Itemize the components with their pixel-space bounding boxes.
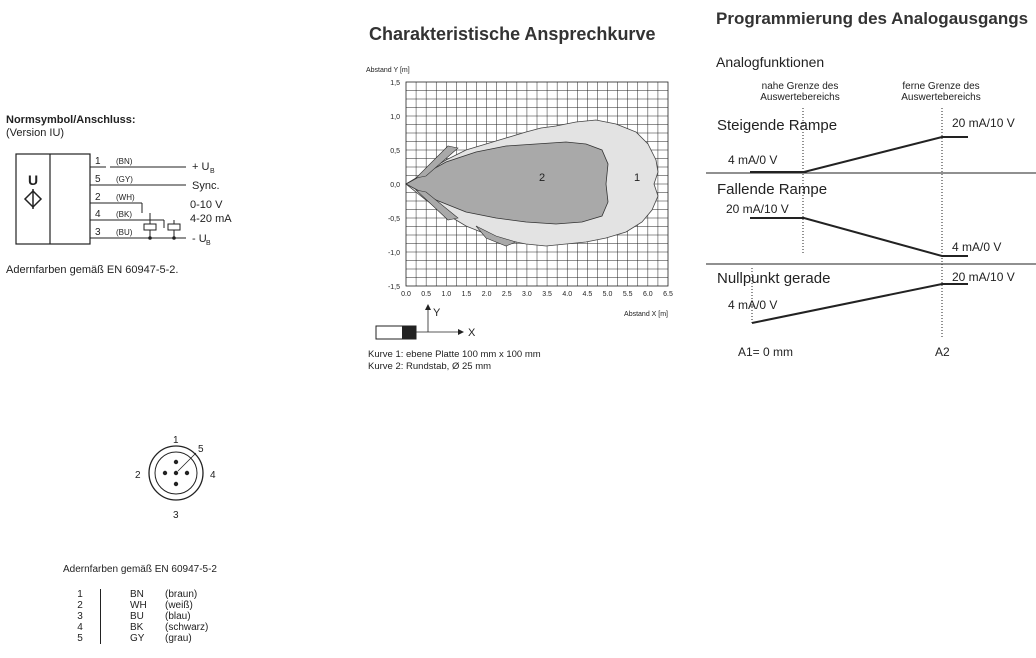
wire-code: (GY) [116,175,133,184]
x-tick-label: 0.0 [401,291,411,298]
row-high: 20 mA/10 V [952,270,1015,284]
x-tick-label: 5.5 [623,291,633,298]
wire-num: 1 [95,156,101,167]
x-tick-label: 3.5 [542,291,552,298]
y-tick-label: 1,0 [390,114,400,121]
row-low: 4 mA/0 V [952,240,1001,254]
x-axis-label: Abstand X [m] [624,311,668,318]
y-tick-label: -1,5 [388,284,400,291]
curve-label: 1 [634,172,640,184]
axis-y-letter: Y [433,307,441,319]
y-tick-label: 0,5 [390,148,400,155]
table-row: 3 BU (blau) [77,611,191,622]
side-lobe-upper [415,145,459,179]
side-lobe-lower [415,189,459,221]
colors-note: Adernfarben gemäß EN 60947-5-2. [6,264,179,276]
connector-pin-label: 4 [210,470,216,481]
curve-2-area [405,141,609,225]
y-axis-label: Abstand Y [m] [366,67,410,74]
x-tick-label: 1.0 [441,291,451,298]
wire-signal: - U [192,233,207,245]
wire-signal-sub: B [210,168,215,175]
wire-code: (BU) [116,228,133,237]
x-tick-label: 1.5 [462,291,472,298]
symbol-title: Normsymbol/Anschluss: [6,114,136,126]
wire-num: 4 [95,209,101,220]
symbol-version: (Version IU) [6,127,65,139]
connector-pin-label: 5 [198,444,204,455]
a2-label: A2 [935,345,950,359]
x-tick-label: 2.0 [482,291,492,298]
wire-signal: Sync. [192,180,220,192]
row-name: Nullpunkt gerade [717,270,830,287]
curve-label: 2 [539,172,545,184]
sensor-orientation-icon [375,304,464,340]
symbol-letter: U [28,172,38,188]
row-name: Fallende Rampe [717,181,827,198]
connector-pin-label: 3 [173,510,179,521]
wire-num: 5 [95,174,101,185]
wire-signal: 0-10 V [190,199,223,211]
a1-label: A1= 0 mm [738,345,793,359]
wire-code: (BN) [116,157,133,166]
x-tick-label: 4.0 [562,291,572,298]
analog-subtitle: Analogfunktionen [716,54,825,70]
connector-diagram: 1 5 4 3 2 [135,435,216,521]
connector-pin-label: 2 [135,470,141,481]
response-title: Charakteristische Ansprechkurve [369,24,656,44]
legend-line: Kurve 2: Rundstab, Ø 25 mm [368,361,491,372]
table-row: 2 WH (weiß) [77,600,193,611]
connector-pin-label: 1 [173,435,179,446]
x-tick-label: 3.0 [522,291,532,298]
x-tick-label: 6.5 [663,291,673,298]
wire-num: 2 [95,192,101,203]
table-row: 5 GY (grau) [77,633,192,644]
falling-ramp-line [750,217,968,257]
row-high: 20 mA/10 V [726,202,789,216]
near-limit-label: nahe Grenze des Auswertebereichs [760,81,840,103]
x-tick-label: 4.5 [583,291,593,298]
wire-signal-sub: B [206,240,211,247]
row-high: 20 mA/10 V [952,116,1015,130]
x-tick-label: 6.0 [643,291,653,298]
y-tick-label: -1,0 [388,250,400,257]
x-tick-label: 2.5 [502,291,512,298]
analog-functions-diagram: Steigende Rampe 4 mA/0 V 20 mA/10 V Fall… [706,108,1036,359]
wire-num: 3 [95,227,101,238]
pin-table: 1 BN (braun) 2 WH (weiß) 3 BU (blau) 4 BK (schwa… [60,589,208,644]
axis-x-letter: X [468,327,476,339]
analog-title: Programmierung des Analogausgangs [716,9,1029,28]
row-low: 4 mA/0 V [728,153,777,167]
legend-line: Kurve 1: ebene Platte 100 mm x 100 mm [368,349,541,360]
pin-table-title: Adernfarben gemäß EN 60947-5-2 [63,564,217,575]
wiring-symbol: U 1 (BN) + U B 5 (GY) Sync. 2 (WH) 0-10 … [15,153,232,247]
wire-signal: 4-20 mA [190,213,232,225]
y-tick-label: 1,5 [390,80,400,87]
side-lobe-lower-2 [475,225,517,247]
x-tick-label: 0.5 [421,291,431,298]
x-tick-label: 5.0 [603,291,613,298]
response-chart: Abstand Y [m] 2 1 1,5 1,0 0,5 0,0 -0,5 -1,0 -1… [366,67,673,372]
wire-signal: + U [192,161,209,173]
rising-ramp-line [750,136,968,173]
row-low: 4 mA/0 V [728,298,777,312]
far-limit-label: ferne Grenze des Auswertebereichs [901,81,981,103]
wire-code: (WH) [116,193,135,202]
table-row: 4 BK (schwarz) [77,622,209,633]
y-tick-label: 0,0 [390,182,400,189]
zero-line [751,283,968,324]
sensor-diamond-icon [23,189,43,209]
row-name: Steigende Rampe [717,117,837,134]
y-tick-label: -0,5 [388,216,400,223]
wire-code: (BK) [116,210,132,219]
table-row: 1 BN (braun) [77,589,198,600]
